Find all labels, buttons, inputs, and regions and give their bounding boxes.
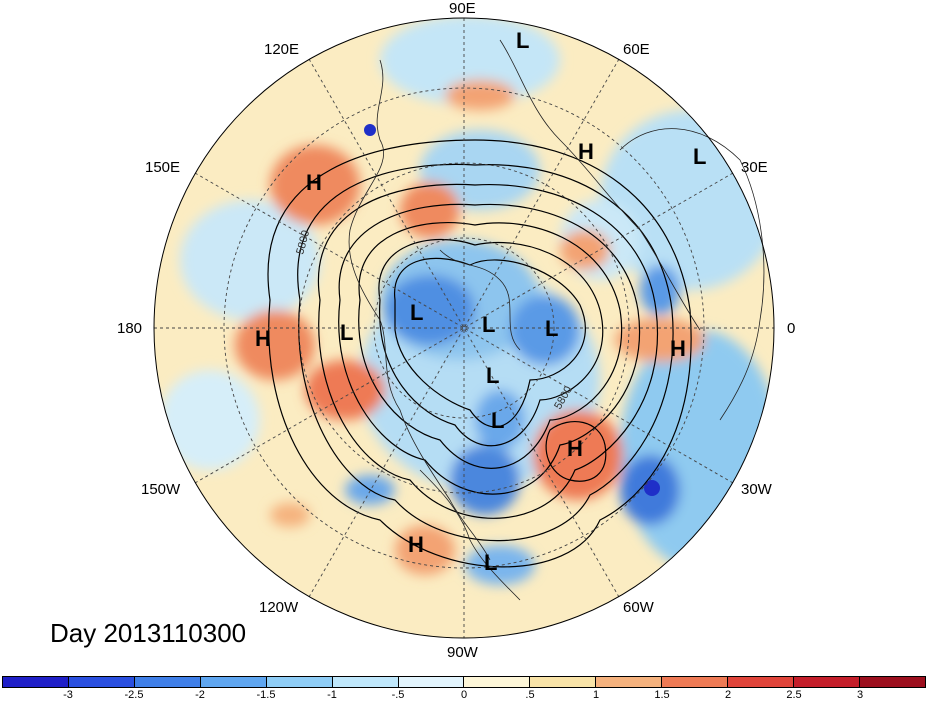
colorbar-tick-label: -1.5 xyxy=(256,689,276,701)
colorbar-swatch xyxy=(794,677,860,687)
colorbar-tick-label: 2 xyxy=(724,689,732,701)
colorbar-ticks: -3 -2.5 -2 -1.5 -1 -.5 0 .5 1 1.5 2 2.5 3 xyxy=(2,689,926,702)
low-center: L xyxy=(545,316,558,341)
lon-label-90w: 90W xyxy=(447,644,478,661)
day-label: Day 2013110300 xyxy=(50,618,247,648)
high-center: H xyxy=(255,326,271,351)
lon-label-60w: 60W xyxy=(623,599,654,616)
height-contours xyxy=(267,139,692,568)
lon-label-180: 180 xyxy=(117,320,143,337)
colorbar-swatch xyxy=(398,677,465,687)
colorbar-swatch xyxy=(662,677,729,687)
colorbar-swatch xyxy=(530,677,597,687)
pressure-centers: L H L H H L L L L H L L H H L xyxy=(255,28,706,575)
colorbar-tick-label: -3 xyxy=(63,689,73,701)
high-center: H xyxy=(567,436,583,461)
lon-label-120e: 120E xyxy=(264,41,300,58)
colorbar-tick-label: -2 xyxy=(195,689,205,701)
colorbar-tick-label: .5 xyxy=(525,689,535,701)
high-center: H xyxy=(578,139,594,164)
lon-label-30w: 30W xyxy=(741,481,772,498)
colorbar-tick-label: 1.5 xyxy=(654,689,670,701)
lon-label-150e: 150E xyxy=(145,159,181,176)
colorbar-swatch xyxy=(464,677,531,687)
low-center: L xyxy=(486,363,499,388)
colorbar-swatch xyxy=(332,677,399,687)
colorbar-swatch xyxy=(596,677,663,687)
lon-label-30e: 30E xyxy=(741,159,768,176)
low-center: L xyxy=(516,28,529,53)
low-center: L xyxy=(482,312,495,337)
lon-label-120w: 120W xyxy=(259,599,299,616)
colorbar-tick-label: -1 xyxy=(327,689,337,701)
colorbar-tick-label: 0 xyxy=(460,689,468,701)
colorbar-tick-label: 2.5 xyxy=(786,689,802,701)
low-center: L xyxy=(340,320,353,345)
colorbar-swatch xyxy=(68,677,135,687)
low-center: L xyxy=(484,550,497,575)
colorbar-swatch xyxy=(266,677,333,687)
map-border xyxy=(153,17,775,639)
graticule xyxy=(154,18,774,638)
low-center: L xyxy=(693,144,706,169)
colorbar-tick-label: 1 xyxy=(592,689,600,701)
lon-label-60e: 60E xyxy=(623,41,650,58)
colorbar-tick-label: -2.5 xyxy=(124,689,144,701)
lon-label-150w: 150W xyxy=(141,481,181,498)
lon-label-90e: 90E xyxy=(449,0,476,17)
colorbar-swatch xyxy=(859,677,925,687)
low-center: L xyxy=(491,408,504,433)
colorbar xyxy=(2,676,926,688)
coastlines xyxy=(348,39,765,601)
low-center: L xyxy=(410,300,423,325)
colorbar-tick-label: 3 xyxy=(856,689,864,701)
high-center: H xyxy=(408,532,424,557)
colorbar-swatch xyxy=(134,677,201,687)
lon-label-0: 0 xyxy=(787,320,796,337)
high-center: H xyxy=(670,336,686,361)
colorbar-swatch xyxy=(200,677,267,687)
high-center: H xyxy=(306,170,322,195)
colorbar-tick-label: -.5 xyxy=(391,689,405,701)
colorbar-swatch xyxy=(3,677,69,687)
colorbar-swatch xyxy=(728,677,795,687)
